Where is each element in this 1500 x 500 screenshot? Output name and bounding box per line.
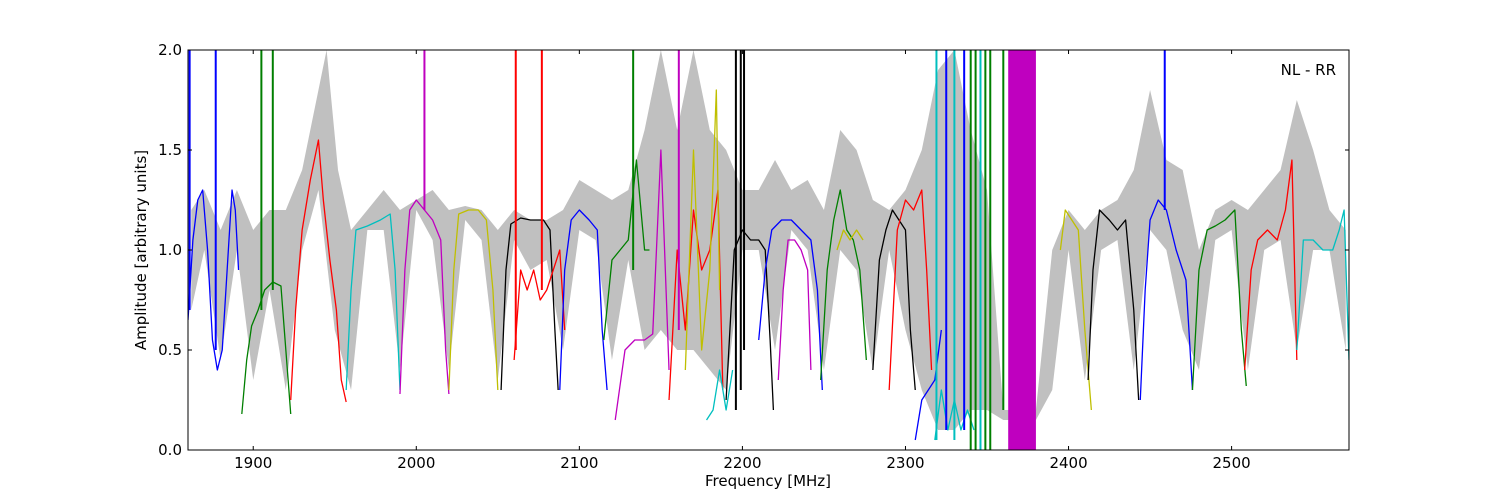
x-tick-label-4: 2300: [886, 454, 924, 472]
series-line-9: [603, 159, 650, 341]
series-line-0: [188, 189, 240, 371]
series-line-2: [290, 139, 347, 403]
series-line-23: [1059, 209, 1093, 411]
band-0: [1008, 50, 1036, 450]
y-tick-label-3: 1.5: [158, 141, 182, 159]
y-tick-label-2: 1.0: [158, 241, 182, 259]
y-tick-label-4: 2.0: [158, 41, 182, 59]
series-line-25: [1139, 199, 1194, 401]
y-tick-label-0: 0.0: [158, 441, 182, 459]
series-line-27: [1243, 159, 1298, 371]
series-line-7: [513, 249, 566, 361]
series-layer: [188, 50, 1349, 450]
series-line-18: [836, 229, 864, 251]
series-line-17: [820, 189, 867, 381]
series-line-20: [888, 189, 933, 391]
series-line-3: [345, 213, 401, 391]
series-line-28: [1296, 209, 1349, 361]
envelope-layer: [191, 50, 1346, 430]
tick-layer: 1900 2000 2100 2200 2300 2400 2500 0.0 0.5 1.0 1.5…: [158, 41, 1349, 472]
x-tick-label-6: 2500: [1213, 454, 1251, 472]
series-line-5: [448, 209, 499, 391]
envelope-area: [191, 50, 1346, 430]
annotation-label: NL - RR: [1281, 61, 1336, 79]
series-line-24: [1087, 209, 1140, 401]
series-line-15: [758, 219, 823, 391]
series-line-12: [684, 89, 721, 371]
series-line-19: [872, 209, 916, 391]
x-axis-label: Frequency [MHz]: [705, 472, 831, 490]
x-tick-label-5: 2400: [1049, 454, 1087, 472]
series-line-16: [777, 239, 812, 381]
series-line-13: [705, 369, 734, 421]
x-tick-label-0: 1900: [234, 454, 272, 472]
x-tick-label-2: 2100: [560, 454, 598, 472]
x-tick-label-1: 2000: [397, 454, 435, 472]
series-line-10: [614, 149, 670, 421]
series-line-1: [241, 281, 292, 415]
y-tick-label-1: 0.5: [158, 341, 182, 359]
series-line-8: [559, 209, 608, 391]
series-line-6: [500, 217, 559, 391]
y-axis-label: Amplitude [arbitrary units]: [132, 150, 150, 350]
series-line-26: [1191, 209, 1247, 391]
x-tick-label-3: 2200: [723, 454, 761, 472]
